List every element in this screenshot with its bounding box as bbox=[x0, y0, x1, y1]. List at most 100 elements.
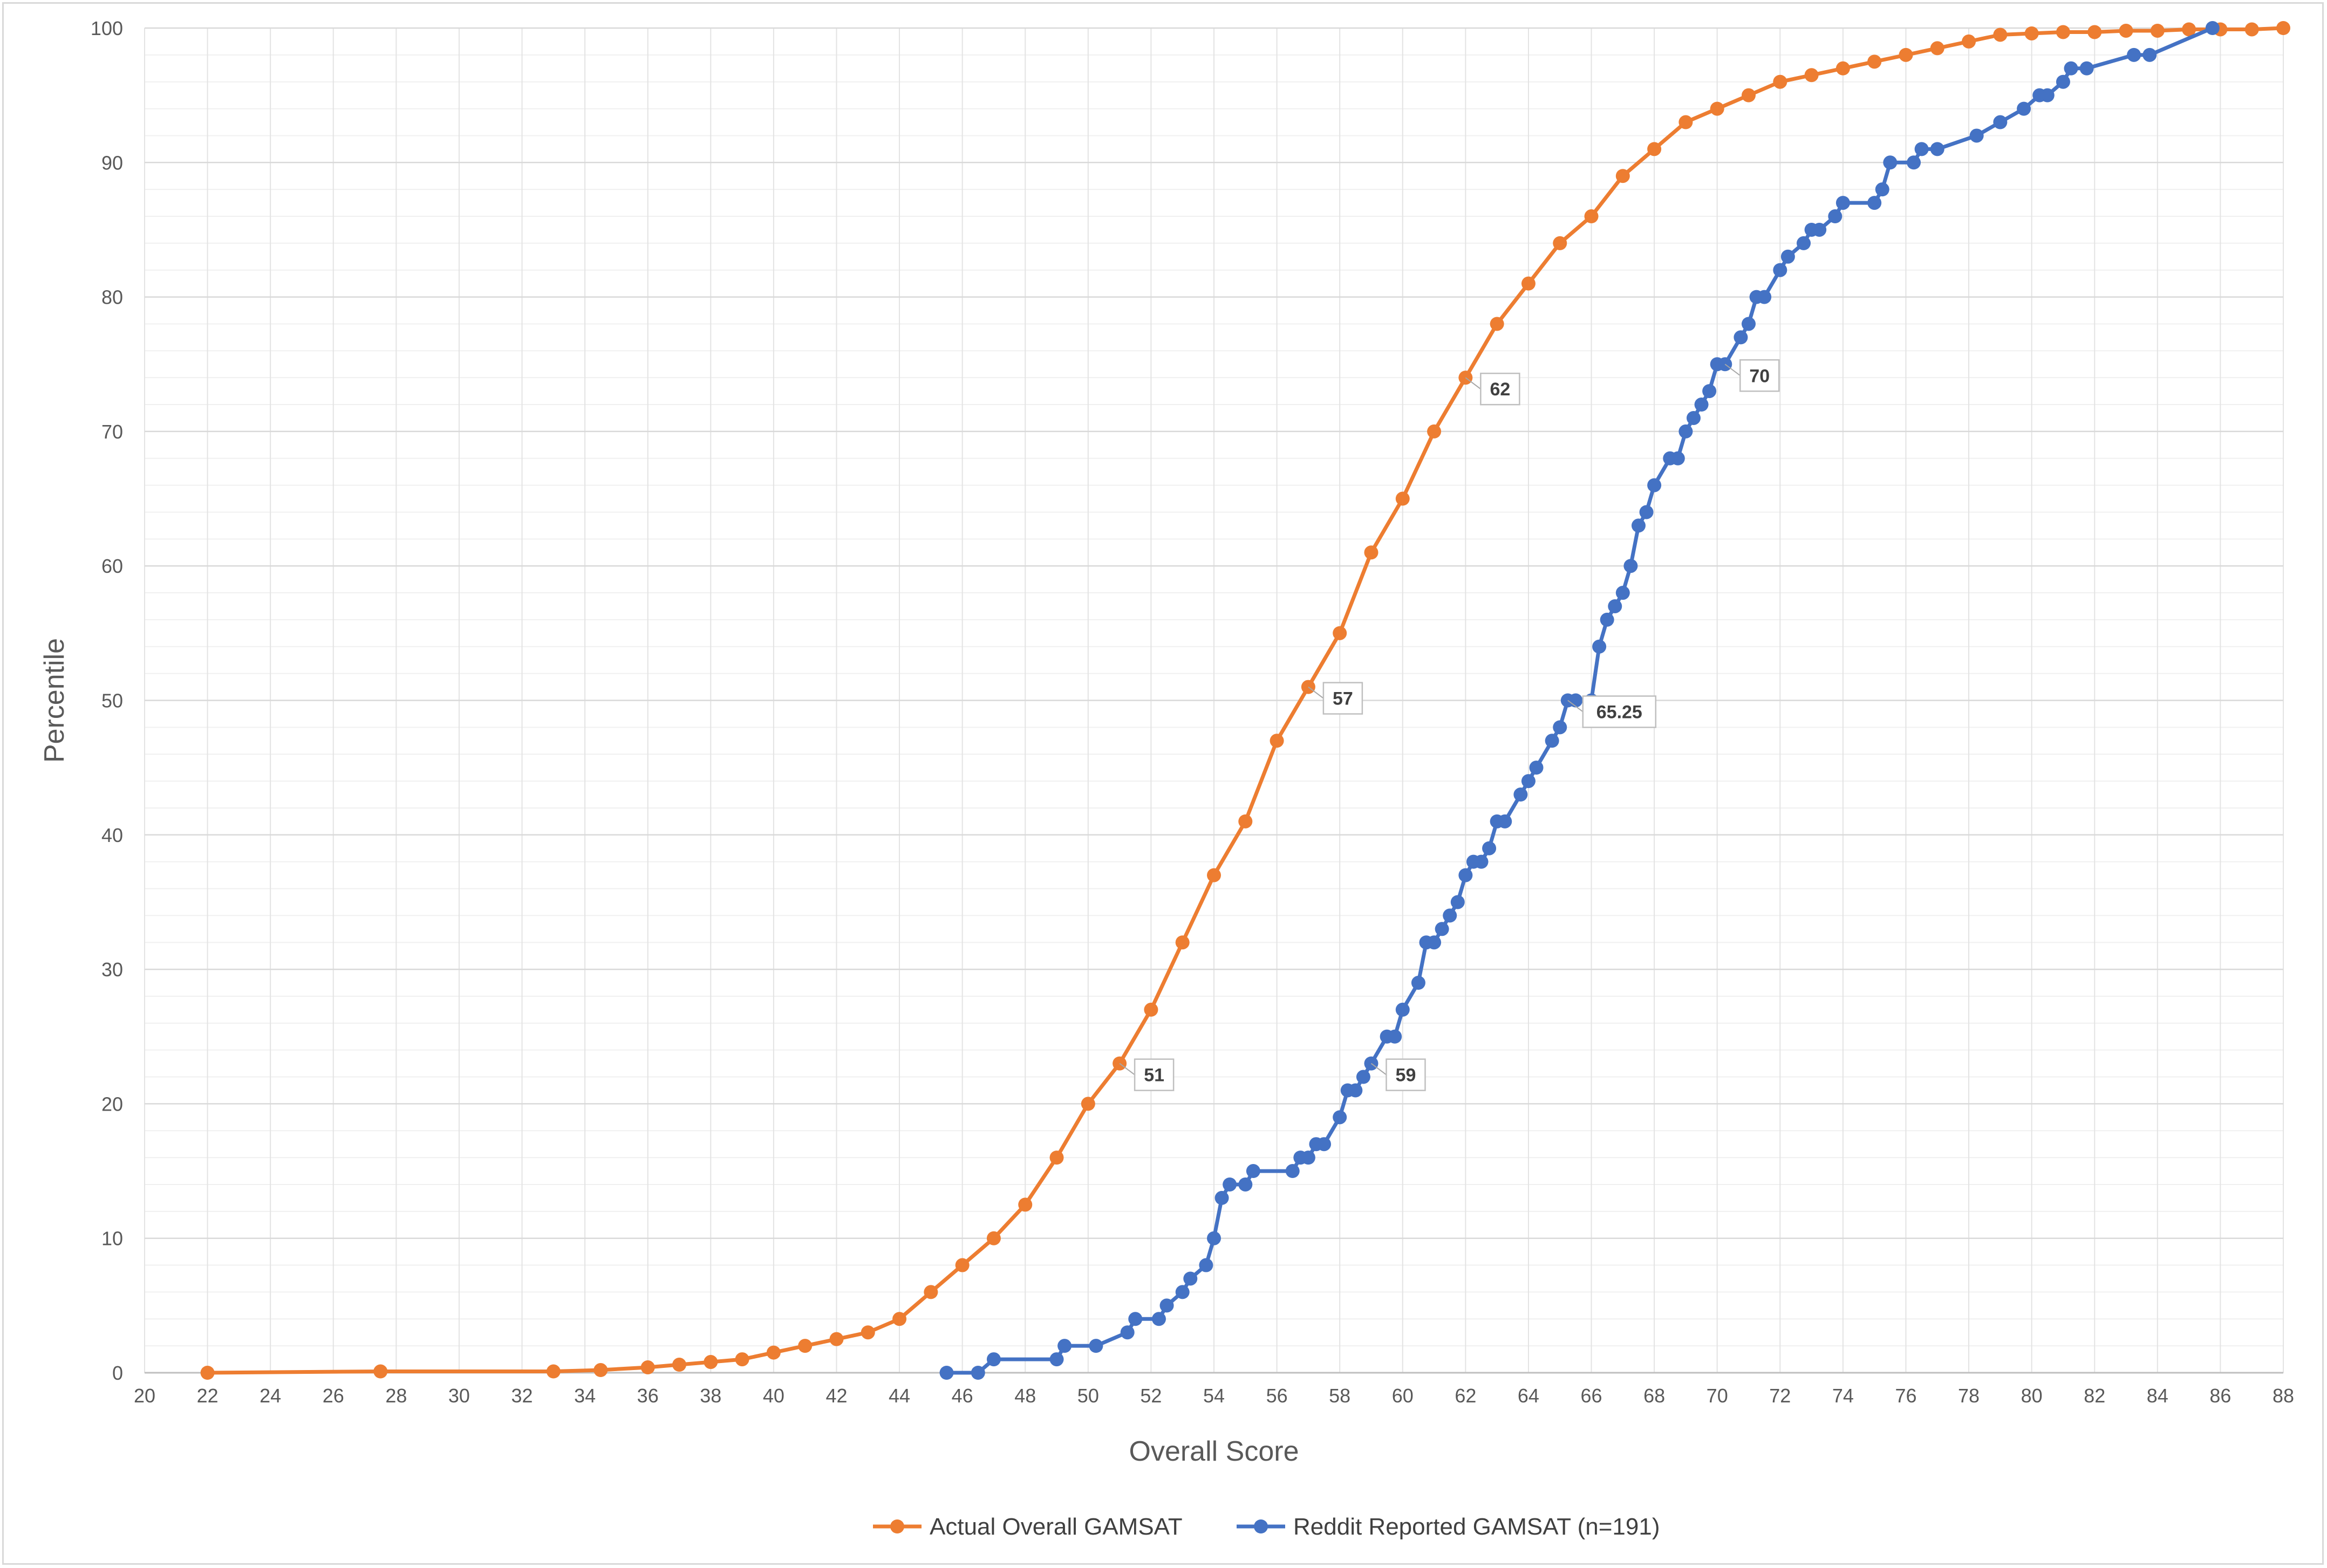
data-point bbox=[1899, 47, 1913, 62]
data-point bbox=[1159, 1298, 1174, 1313]
data-point bbox=[1183, 1271, 1198, 1286]
data-point bbox=[1686, 410, 1701, 425]
data-point bbox=[1678, 115, 1693, 129]
data-point bbox=[1678, 424, 1693, 439]
x-tick-label: 82 bbox=[2084, 1385, 2105, 1407]
callout-box bbox=[1480, 372, 1520, 406]
data-point bbox=[798, 1339, 813, 1353]
data-point bbox=[1482, 841, 1497, 855]
x-tick-label: 78 bbox=[1958, 1385, 1980, 1407]
x-tick-label: 66 bbox=[1581, 1385, 1602, 1407]
data-point bbox=[1835, 61, 1850, 76]
callout-leader bbox=[1567, 700, 1584, 713]
x-tick-label: 46 bbox=[952, 1385, 973, 1407]
series-2 bbox=[939, 21, 2220, 1380]
data-point bbox=[1930, 41, 1944, 56]
data-point bbox=[1388, 1029, 1402, 1044]
data-point bbox=[373, 1364, 388, 1379]
data-point bbox=[2244, 22, 2259, 37]
y-tick-label: 40 bbox=[101, 824, 123, 846]
data-point bbox=[1151, 1312, 1166, 1326]
callout-label: 57 bbox=[1333, 689, 1353, 709]
data-point bbox=[1333, 626, 1347, 640]
x-tick-label: 24 bbox=[260, 1385, 281, 1407]
gridlines bbox=[144, 27, 2284, 1374]
data-point bbox=[1867, 196, 1882, 210]
data-point bbox=[986, 1352, 1001, 1367]
x-tick-label: 42 bbox=[825, 1385, 847, 1407]
data-point bbox=[1144, 1002, 1158, 1017]
data-point bbox=[1828, 209, 1843, 224]
callout-leader bbox=[1724, 364, 1741, 376]
data-point bbox=[1608, 599, 1622, 613]
x-tick-label: 30 bbox=[448, 1385, 470, 1407]
data-point bbox=[735, 1352, 749, 1367]
data-point bbox=[1647, 142, 1662, 156]
data-point bbox=[2087, 25, 2102, 39]
data-point bbox=[1317, 1137, 1332, 1152]
data-point bbox=[1615, 586, 1630, 600]
legend: Actual Overall GAMSAT Reddit Reported GAM… bbox=[873, 1514, 1660, 1540]
callout-leader bbox=[1308, 686, 1324, 699]
data-point bbox=[2150, 23, 2165, 38]
y-tick-label: 0 bbox=[112, 1362, 123, 1384]
callout-label: 59 bbox=[1396, 1065, 1416, 1086]
callout-label: 62 bbox=[1490, 379, 1510, 400]
callout-box bbox=[1322, 682, 1363, 715]
data-point bbox=[1584, 209, 1599, 224]
data-point bbox=[2079, 61, 2094, 76]
data-point bbox=[1018, 1197, 1033, 1212]
data-point bbox=[2056, 25, 2070, 39]
data-point bbox=[640, 1360, 655, 1375]
callout-box bbox=[1134, 1058, 1175, 1091]
data-point bbox=[1246, 1164, 1260, 1179]
data-point bbox=[2127, 47, 2141, 62]
data-point bbox=[1568, 693, 1583, 708]
data-point bbox=[672, 1358, 686, 1372]
callout-leader bbox=[1465, 377, 1481, 389]
data-point bbox=[1883, 155, 1898, 170]
data-point bbox=[1797, 236, 1811, 250]
data-point bbox=[2064, 61, 2078, 76]
callout-label: 51 bbox=[1144, 1065, 1164, 1086]
y-axis-title: Percentile bbox=[39, 638, 70, 763]
data-point bbox=[1670, 451, 1685, 465]
data-point bbox=[2205, 21, 2220, 35]
data-point bbox=[1742, 88, 1756, 102]
data-point bbox=[1081, 1097, 1095, 1111]
data-point bbox=[1270, 734, 1284, 748]
data-point bbox=[1223, 1177, 1237, 1192]
series-1 bbox=[200, 21, 2290, 1380]
legend-swatch-marker bbox=[890, 1519, 904, 1533]
y-tick-label: 50 bbox=[101, 690, 123, 712]
data-point bbox=[1521, 276, 1536, 291]
data-point bbox=[1631, 518, 1646, 533]
x-tick-label: 68 bbox=[1643, 1385, 1665, 1407]
data-point bbox=[1804, 68, 1819, 83]
y-tick-label: 70 bbox=[101, 421, 123, 443]
data-point bbox=[1120, 1325, 1135, 1340]
data-point bbox=[2017, 101, 2031, 116]
data-point bbox=[1969, 128, 1984, 143]
legend-item-2: Reddit Reported GAMSAT (n=191) bbox=[1237, 1514, 1660, 1540]
data-point bbox=[1600, 612, 1614, 627]
data-point bbox=[1364, 545, 1379, 560]
data-point bbox=[1443, 908, 1457, 923]
data-point bbox=[861, 1325, 875, 1340]
data-point bbox=[1867, 54, 1882, 69]
data-point bbox=[1773, 74, 1787, 89]
data-point bbox=[939, 1366, 954, 1380]
x-tick-label: 72 bbox=[1769, 1385, 1791, 1407]
data-point bbox=[1647, 478, 1662, 492]
data-point bbox=[1458, 868, 1473, 882]
data-point bbox=[593, 1363, 608, 1378]
x-tick-label: 50 bbox=[1077, 1385, 1099, 1407]
callout-leader bbox=[1119, 1063, 1135, 1076]
callout-box bbox=[1386, 1058, 1426, 1091]
x-tick-label: 40 bbox=[763, 1385, 784, 1407]
callout-box bbox=[1739, 359, 1780, 392]
data-point bbox=[1962, 34, 1976, 49]
x-tick-label: 54 bbox=[1203, 1385, 1225, 1407]
data-point bbox=[1301, 1151, 1315, 1165]
